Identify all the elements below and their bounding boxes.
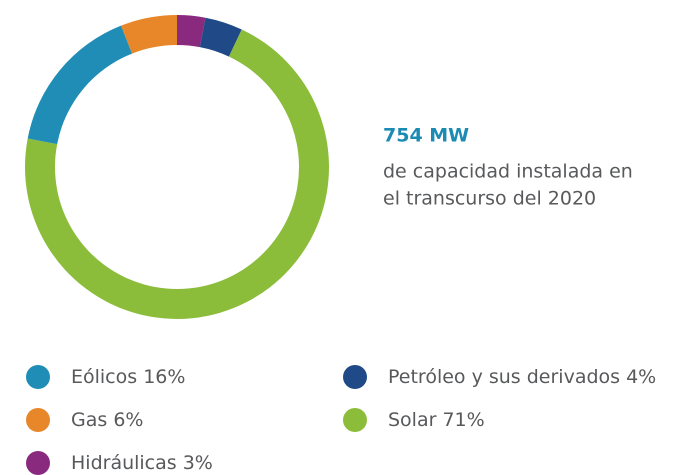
legend-label: Solar 71%: [388, 409, 485, 431]
legend-name: Solar: [388, 409, 437, 431]
legend-label: Hidráulicas 3%: [71, 452, 213, 474]
legend-name: Hidráulicas: [71, 452, 177, 474]
legend-value: 16%: [143, 366, 185, 388]
legend-label: Petróleo y sus derivados 4%: [388, 366, 656, 388]
legend-swatch: [26, 451, 50, 475]
legend-value: 6%: [113, 409, 143, 431]
legend-name: Gas: [71, 409, 107, 431]
legend-label: Eólicos 16%: [71, 366, 185, 388]
legend-swatch: [343, 365, 367, 389]
annotation-line: el transcurso del 2020: [383, 188, 596, 210]
legend-value: 71%: [442, 409, 484, 431]
donut-segment: [199, 17, 242, 57]
legend-name: Eólicos: [71, 366, 137, 388]
donut-segment: [177, 15, 206, 48]
legend-name: Petróleo y sus derivados: [388, 366, 620, 388]
legend-swatch: [26, 408, 50, 432]
legend-swatch: [26, 365, 50, 389]
legend-swatch: [343, 408, 367, 432]
donut-segment: [121, 14, 177, 54]
legend-label: Gas 6%: [71, 409, 143, 431]
legend-value: 4%: [626, 366, 656, 388]
annotation-title: 754 MW: [383, 125, 469, 147]
annotation-line: de capacidad instalada en: [383, 161, 633, 183]
donut-segment: [27, 25, 133, 145]
legend-value: 3%: [183, 452, 213, 474]
